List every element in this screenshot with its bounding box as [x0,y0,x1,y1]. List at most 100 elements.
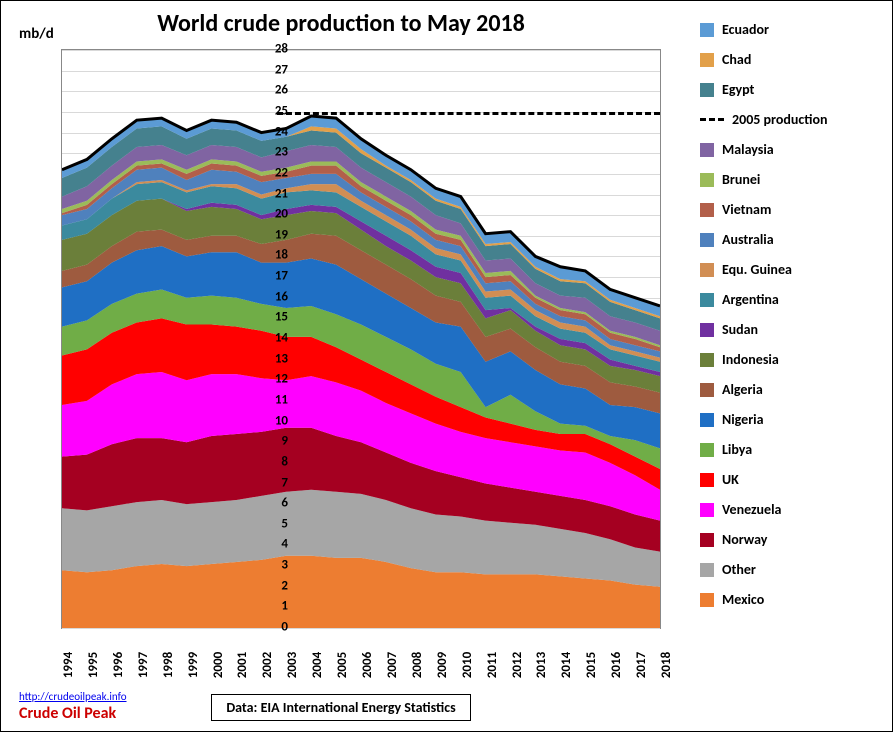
legend-swatch [700,23,714,37]
legend-swatch [700,53,714,67]
legend-swatch [700,323,714,337]
legend-swatch [700,203,714,217]
x-tick: 2018 [659,652,674,678]
legend-item: Chad [700,51,880,68]
x-tick: 1994 [61,652,76,678]
legend-swatch [700,263,714,277]
legend: Ecuador Chad Egypt 2005 production Malaysia B… [700,21,880,621]
legend-item: UK [700,471,880,488]
legend-swatch [700,233,714,247]
legend-swatch [700,413,714,427]
legend-item: Indonesia [700,351,880,368]
legend-line-swatch [700,118,724,121]
y-tick: 10 [260,413,288,428]
y-tick: 16 [260,289,288,304]
legend-item: Australia [700,231,880,248]
x-tick: 2001 [235,652,250,678]
legend-item: Brunei [700,171,880,188]
data-source-box: Data: EIA International Energy Statistic… [211,694,470,721]
y-tick: 23 [260,145,288,160]
x-tick: 2003 [285,652,300,678]
legend-swatch [700,443,714,457]
legend-label: 2005 production [732,111,828,128]
plot-area [61,49,661,629]
legend-label: Ecuador [722,21,769,38]
legend-label: Libya [722,441,752,458]
legend-item: Malaysia [700,141,880,158]
y-tick: 2 [260,578,288,593]
x-tick: 2002 [260,652,275,678]
legend-item: Libya [700,441,880,458]
y-tick: 18 [260,248,288,263]
legend-item: Other [700,561,880,578]
legend-label: Egypt [722,81,754,98]
x-tick: 2010 [460,652,475,678]
x-tick: 2005 [335,652,350,678]
legend-label: Venezuela [722,501,781,518]
legend-swatch [700,353,714,367]
y-tick: 6 [260,496,288,511]
y-tick: 9 [260,434,288,449]
x-tick: 2006 [360,652,375,678]
legend-label: Indonesia [722,351,779,368]
y-axis-label: mb/d [19,25,54,43]
x-tick: 1996 [111,652,126,678]
legend-label: Equ. Guinea [722,261,792,278]
legend-item: Ecuador [700,21,880,38]
x-tick: 2014 [559,652,574,678]
y-tick: 27 [260,62,288,77]
x-tick: 2017 [634,652,649,678]
y-tick: 0 [260,620,288,635]
x-tick: 2013 [534,652,549,678]
y-tick: 26 [260,83,288,98]
y-tick: 3 [260,558,288,573]
x-tick: 2009 [435,652,450,678]
legend-swatch [700,293,714,307]
y-tick: 15 [260,310,288,325]
y-tick: 5 [260,516,288,531]
x-tick: 2015 [584,652,599,678]
legend-label: Chad [722,51,751,68]
legend-item: Mexico [700,591,880,608]
legend-label: Malaysia [722,141,774,158]
stacked-area-svg [62,50,660,628]
x-tick: 2011 [485,652,500,678]
legend-item: Sudan [700,321,880,338]
y-tick: 28 [260,42,288,57]
x-tick: 2000 [211,652,226,678]
legend-item: Venezuela [700,501,880,518]
legend-label: UK [722,471,739,488]
legend-label: Other [722,561,756,578]
y-tick: 14 [260,331,288,346]
y-tick: 11 [260,392,288,407]
legend-swatch [700,533,714,547]
y-tick: 22 [260,165,288,180]
y-tick: 8 [260,454,288,469]
legend-label: Norway [722,531,767,548]
x-tick: 1999 [186,652,201,678]
y-tick: 19 [260,227,288,242]
x-tick: 1995 [86,652,101,678]
x-tick: 2012 [510,652,525,678]
x-tick: 2008 [410,652,425,678]
x-tick: 2007 [385,652,400,678]
legend-label: Algeria [722,381,763,398]
legend-item: 2005 production [700,111,880,128]
x-tick: 2004 [310,652,325,678]
legend-swatch [700,143,714,157]
chart-frame: World crude production to May 2018 mb/d … [0,0,893,732]
y-tick: 25 [260,103,288,118]
y-tick: 12 [260,372,288,387]
footer: Data: EIA International Energy Statistic… [1,694,681,721]
x-tick: 1998 [161,652,176,678]
legend-label: Brunei [722,171,760,188]
y-tick: 1 [260,599,288,614]
legend-item: Argentina [700,291,880,308]
legend-swatch [700,383,714,397]
y-tick: 17 [260,269,288,284]
y-tick: 13 [260,351,288,366]
legend-label: Australia [722,231,774,248]
legend-label: Mexico [722,591,764,608]
legend-label: Vietnam [722,201,771,218]
legend-item: Equ. Guinea [700,261,880,278]
